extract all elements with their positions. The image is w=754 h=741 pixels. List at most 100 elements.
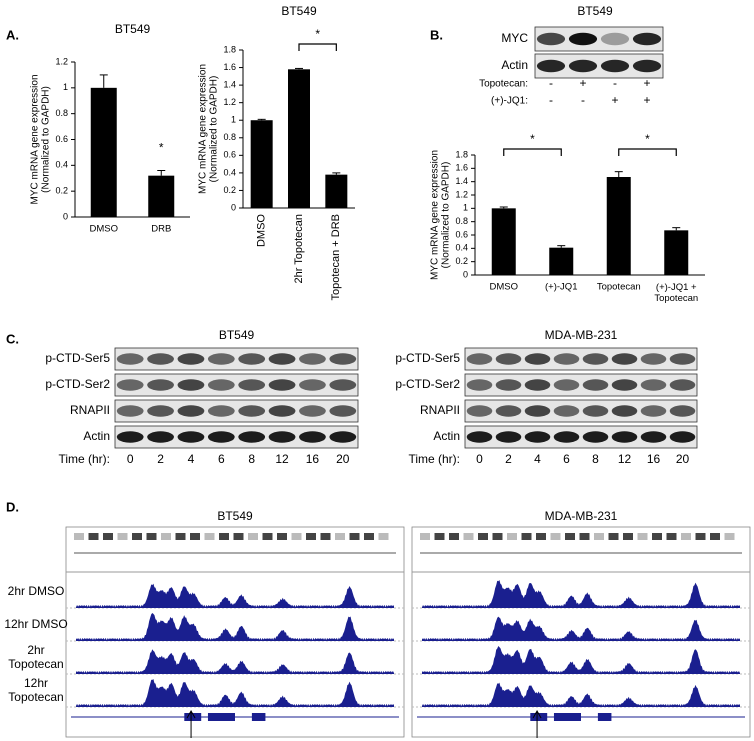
blot-band xyxy=(495,431,522,443)
y-tick-label: 0.4 xyxy=(223,167,236,177)
blot-band xyxy=(669,405,696,417)
coverage-peak xyxy=(422,646,740,674)
y-tick-label: 0.8 xyxy=(223,132,236,142)
blot-band xyxy=(611,431,638,443)
y-tick-label: 0.2 xyxy=(455,256,468,266)
time-value: 6 xyxy=(218,452,225,466)
ideogram-band xyxy=(378,533,389,540)
blot-band xyxy=(524,431,551,443)
blot-band xyxy=(611,405,638,417)
ideogram-band xyxy=(204,533,215,540)
exon xyxy=(207,713,235,721)
condition-sign: + xyxy=(643,76,650,90)
ideogram-band xyxy=(710,533,720,540)
blot-band xyxy=(632,59,662,73)
blot-band xyxy=(177,379,205,391)
ideogram-band xyxy=(364,533,374,540)
time-value: 4 xyxy=(534,452,541,466)
x-tick-label: DMSO xyxy=(90,224,119,235)
blot-band xyxy=(632,32,662,46)
y-axis-label: MYC mRNA gene expression xyxy=(30,74,41,204)
arrow xyxy=(186,709,196,738)
panel-letter: D. xyxy=(6,499,19,514)
bar xyxy=(250,120,273,208)
coverage-peak xyxy=(422,616,740,641)
coverage-peak xyxy=(422,682,740,707)
ideogram-band xyxy=(146,533,157,540)
blot-band xyxy=(177,431,205,443)
blot-band xyxy=(568,59,598,73)
x-tick-label: DRB xyxy=(151,224,171,235)
y-tick-label: 1.2 xyxy=(55,56,68,66)
time-value: 0 xyxy=(127,452,134,466)
bar xyxy=(148,175,175,217)
blot-band xyxy=(524,405,551,417)
y-axis-label: MYC mRNA gene expression xyxy=(198,64,209,194)
blot-row-label: RNAPII xyxy=(70,403,110,417)
ideogram-band xyxy=(463,533,474,540)
y-axis-label: (Normalized to GAPDH) xyxy=(441,162,452,269)
ideogram-band xyxy=(277,533,287,540)
blot-band xyxy=(268,431,296,443)
blot-band xyxy=(669,379,696,391)
x-tick-label: DMSO xyxy=(256,214,268,247)
blot-row-label: Actin xyxy=(83,429,110,443)
ideogram-band xyxy=(565,533,575,540)
blot-band xyxy=(466,379,493,391)
ideogram-band xyxy=(550,533,561,540)
blot-title: BT549 xyxy=(219,328,255,342)
arrow xyxy=(532,709,542,738)
ideogram-band xyxy=(349,533,360,540)
blot-band xyxy=(466,431,493,443)
y-tick-label: 0 xyxy=(463,269,468,279)
y-tick-label: 1.2 xyxy=(223,97,236,107)
sample-label: 12hr DMSO xyxy=(4,617,67,631)
sample-label: 2hr DMSO xyxy=(8,584,65,598)
y-tick-label: 1.6 xyxy=(455,163,468,173)
blot-band xyxy=(640,405,667,417)
blot-band xyxy=(147,405,174,417)
blot-band xyxy=(147,379,174,391)
ideogram-band xyxy=(492,533,503,540)
ideogram-band xyxy=(478,533,488,540)
bar xyxy=(288,69,310,208)
blot-band xyxy=(207,405,235,417)
blot-band xyxy=(268,405,296,417)
x-tick-label: (+)-JQ1 xyxy=(545,282,577,293)
ideogram-band xyxy=(623,533,633,540)
y-tick-label: 0 xyxy=(231,202,236,212)
y-tick-label: 0.6 xyxy=(455,229,468,239)
blot-band xyxy=(582,353,609,365)
significance-star: * xyxy=(530,132,535,146)
y-tick-label: 1.2 xyxy=(455,189,468,199)
blot-band xyxy=(553,405,580,417)
ideogram-band xyxy=(608,533,619,540)
blot-band xyxy=(238,431,266,443)
condition-label: (+)-JQ1: xyxy=(491,96,528,107)
ideogram-band xyxy=(233,533,244,540)
time-value: 16 xyxy=(647,452,661,466)
blot-row-label: Actin xyxy=(433,429,460,443)
ideogram-band xyxy=(306,533,316,540)
x-tick-label: Topotecan + DRB xyxy=(330,214,342,301)
blot-row-label: MYC xyxy=(501,31,528,45)
time-value: 16 xyxy=(306,452,320,466)
blot-band xyxy=(582,405,609,417)
chart-title: BT549 xyxy=(281,4,317,18)
blot-strip xyxy=(464,347,698,371)
blot-band xyxy=(268,353,296,365)
blot-band xyxy=(495,353,522,365)
blot-band xyxy=(611,353,638,365)
ideogram-band xyxy=(434,533,445,540)
ideogram-band xyxy=(320,533,331,540)
blot-band xyxy=(116,431,144,443)
blot-band xyxy=(147,353,174,365)
y-tick-label: 0.2 xyxy=(223,185,236,195)
ideogram-band xyxy=(637,533,648,540)
blot-band xyxy=(553,379,580,391)
ideogram-band xyxy=(594,533,604,540)
blot-band xyxy=(329,379,357,391)
coverage-peak xyxy=(76,649,394,674)
condition-sign: + xyxy=(579,76,586,90)
